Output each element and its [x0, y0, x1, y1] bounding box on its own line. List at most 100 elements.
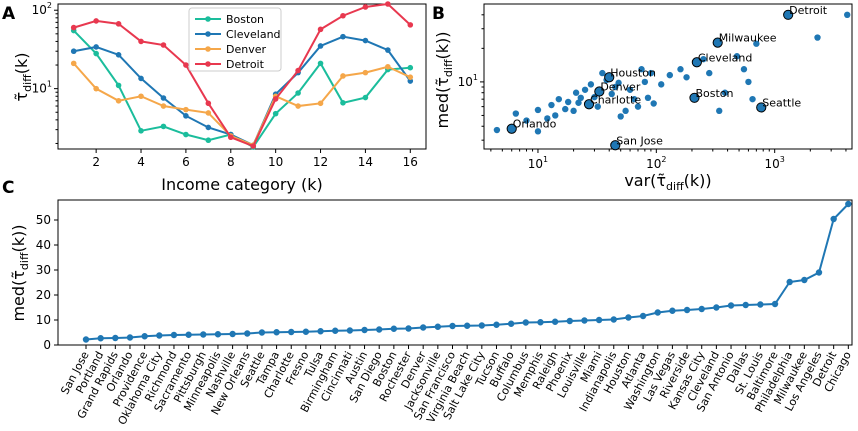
series-point-cleveland	[362, 37, 369, 44]
x-tick-label: 12	[313, 155, 328, 169]
scatter-label-seattle: Seattle	[762, 96, 801, 109]
scatter-point	[548, 101, 555, 109]
series-point-boston	[362, 94, 369, 101]
scatter-label-milwaukee: Milwaukee	[719, 32, 777, 45]
median-point-indianapolis	[610, 316, 617, 323]
y-tick-label: 20	[36, 288, 51, 302]
x-tick-label-exponent: 2	[661, 155, 666, 164]
scatter-point	[650, 100, 657, 107]
legend-label-denver: Denver	[226, 43, 266, 56]
scatter-point	[634, 103, 642, 110]
median-line	[85, 203, 850, 341]
series-point-detroit	[385, 1, 391, 7]
panel-c-ylabel-main: med(τ̃	[9, 270, 28, 321]
legend-label-boston: Boston	[226, 13, 264, 26]
panel-a-ylabel-main: τ̃	[12, 92, 31, 102]
scatter-point	[615, 79, 622, 87]
y-tick-label: 102	[32, 1, 52, 17]
median-point-st-louis	[757, 301, 764, 308]
scatter-point	[570, 107, 577, 115]
median-point-new-orleans	[244, 330, 251, 337]
x-tick-label: 6	[182, 155, 190, 169]
panel-c-ylabel-tail: (k))	[9, 224, 28, 252]
median-point-orlando	[126, 334, 134, 341]
y-tick-label: 50	[36, 213, 51, 227]
median-point-san-jose	[82, 336, 90, 343]
series-point-detroit	[272, 96, 279, 102]
scatter-point-boston	[689, 92, 700, 103]
scatter-point-cleveland	[691, 57, 702, 68]
series-point-denver	[115, 97, 122, 104]
median-point-minneapolis	[214, 331, 222, 338]
series-point-detroit	[183, 62, 189, 68]
series-point-denver	[70, 60, 77, 67]
legend-label-detroit: Detroit	[226, 58, 265, 71]
series-point-boston	[340, 99, 346, 106]
series-point-detroit	[160, 42, 167, 48]
series-point-denver	[295, 103, 301, 109]
series-point-boston	[295, 90, 301, 96]
series-point-cleveland	[385, 47, 391, 53]
y-tick-label: 30	[36, 263, 51, 277]
median-point-tampa	[273, 329, 280, 336]
scatter-point-houston	[604, 72, 615, 83]
scatter-point-orlando	[506, 123, 517, 134]
series-point-boston	[183, 131, 189, 138]
median-point-boston	[390, 325, 398, 332]
median-point-oklahoma-city	[156, 332, 163, 339]
median-point-philadelphia	[786, 278, 793, 286]
series-point-cleveland	[115, 52, 122, 58]
x-tick-label: 14	[358, 155, 373, 169]
series-point-boston	[272, 110, 279, 117]
series-point-detroit	[70, 24, 77, 31]
series-point-boston	[138, 128, 144, 134]
scatter-label-orlando: Orlando	[513, 118, 557, 131]
scatter-point	[594, 103, 601, 110]
panel-b-label: B	[432, 4, 445, 24]
scatter-point-denver	[594, 86, 605, 97]
scatter-point	[591, 93, 598, 101]
y-tick-label-base: 10	[32, 82, 47, 96]
series-point-denver	[93, 85, 99, 92]
median-point-grand-rapids	[112, 334, 119, 342]
legend-marker-cleveland	[205, 31, 211, 37]
series-point-denver	[183, 106, 189, 113]
y-tick-label-base: 10	[32, 3, 47, 17]
legend-box	[188, 7, 282, 72]
median-point-las-vegas	[669, 307, 676, 314]
legend-marker-detroit	[205, 61, 211, 67]
median-point-kansas-city	[698, 305, 705, 313]
y-tick-label-exponent: 1	[473, 73, 478, 82]
scatter-point-charlotte	[583, 99, 595, 110]
scatter-point	[587, 81, 595, 88]
scatter-point	[814, 34, 821, 41]
median-point-dallas	[742, 301, 749, 309]
x-tick-label: 4	[137, 155, 145, 169]
scatter-point-san-jose	[610, 140, 621, 151]
y-tick-label: 101	[32, 80, 52, 96]
median-point-chicago	[845, 200, 852, 208]
scatter-point	[700, 55, 707, 63]
median-point-rochester	[405, 325, 412, 332]
median-point-atlanta	[639, 312, 647, 320]
scatter-point	[626, 86, 634, 93]
median-point-baltimore	[771, 300, 779, 308]
scatter-point-detroit	[783, 9, 794, 20]
panel-b-axes-frame	[483, 3, 853, 150]
scatter-label-san-jose: San Jose	[616, 134, 663, 147]
series-point-denver	[138, 93, 144, 100]
scatter-point	[749, 95, 756, 103]
series-point-cleveland	[340, 33, 346, 40]
y-tick-label: 0	[43, 338, 51, 352]
panel-b: B 101 102 103 101 DetroitMilwaukeeClevelan…	[432, 3, 853, 193]
median-point-portland	[97, 335, 104, 342]
series-point-detroit	[340, 12, 346, 19]
median-point-miami	[595, 316, 603, 324]
series-point-cleveland	[70, 48, 77, 55]
series-point-detroit	[227, 134, 234, 141]
x-tick-label-base: 10	[528, 157, 543, 171]
scatter-point	[622, 107, 629, 115]
scatter-point	[641, 78, 649, 86]
scatter-label-houston: Houston	[610, 66, 656, 79]
